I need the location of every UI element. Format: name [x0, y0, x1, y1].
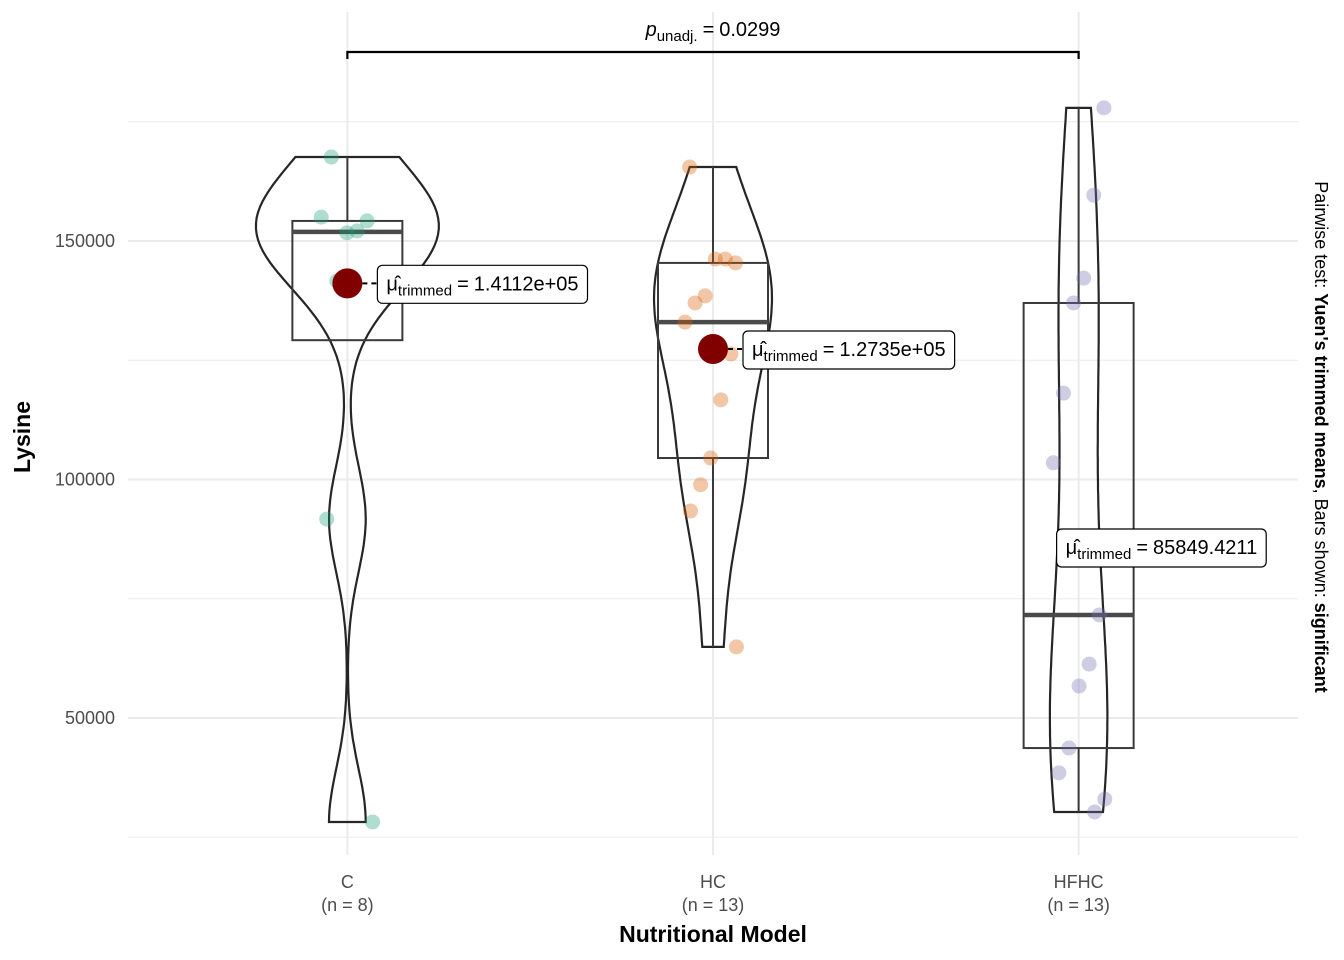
mean-subscript: trimmed — [1077, 546, 1131, 563]
p-equals: = — [703, 19, 715, 41]
mean-label: μ̂trimmed = 1.2735e+05 — [742, 330, 956, 370]
mean-subscript: trimmed — [764, 348, 818, 365]
y-tick-label: 150000 — [55, 231, 115, 251]
mean-label-box — [1056, 528, 1267, 568]
box — [1022, 301, 1135, 750]
y-tick-label: 50000 — [65, 708, 115, 728]
point — [323, 149, 339, 165]
mean-label-text: μ̂trimmed = 1.4112e+05 — [386, 273, 578, 299]
point — [349, 223, 365, 239]
mean-label-text: μ̂trimmed = 1.2735e+05 — [752, 339, 946, 365]
violin — [1048, 106, 1109, 814]
point — [1076, 270, 1092, 286]
point — [365, 814, 381, 830]
point — [1096, 100, 1112, 116]
point — [687, 295, 703, 311]
mean-point — [332, 268, 363, 299]
violin — [254, 155, 440, 824]
point — [693, 477, 709, 493]
point — [717, 251, 733, 267]
point — [728, 639, 744, 655]
mean-point — [698, 334, 728, 365]
point — [1066, 295, 1082, 311]
point — [1086, 187, 1102, 203]
mean-label-box — [742, 330, 956, 370]
p-value-label: punadj. = 0.0299 — [645, 19, 781, 45]
point — [727, 255, 743, 271]
point — [1087, 804, 1103, 820]
mean-label: μ̂trimmed = 1.4112e+05 — [376, 264, 589, 304]
subtitle-part: Pairwise test: — [1311, 181, 1331, 293]
marks — [254, 100, 1135, 830]
point — [1071, 678, 1087, 694]
mean-value: 85849.4211 — [1153, 537, 1257, 559]
point — [313, 209, 329, 225]
point — [1091, 607, 1107, 623]
point — [683, 503, 699, 519]
significance-bracket — [346, 50, 1080, 59]
point — [677, 314, 693, 330]
y-axis-title: Lysine — [9, 401, 35, 473]
point — [319, 511, 335, 527]
mean-equals: = — [457, 273, 469, 295]
p-symbol: p — [645, 19, 657, 41]
point — [1051, 765, 1067, 781]
x-tick-label: C — [341, 872, 354, 892]
mean-subscript: trimmed — [398, 282, 452, 299]
x-axis-title: Nutritional Model — [619, 921, 807, 947]
point — [359, 213, 375, 229]
point — [1055, 385, 1071, 401]
subtitle: Pairwise test: Yuen's trimmed means, Bar… — [1311, 181, 1331, 692]
mean-label-box — [376, 264, 589, 304]
point — [713, 392, 729, 408]
point — [339, 225, 355, 241]
mean-equals: = — [1136, 537, 1148, 559]
subtitle-part: Yuen's trimmed means — [1311, 293, 1331, 488]
x-tick-count: (n = 8) — [321, 895, 374, 915]
point — [697, 288, 713, 304]
subtitle-part: significant — [1311, 603, 1331, 693]
point — [1061, 740, 1077, 756]
p-value: 0.0299 — [719, 19, 780, 41]
violin — [652, 165, 774, 648]
point — [703, 450, 719, 466]
point — [682, 159, 698, 175]
point — [707, 251, 723, 267]
x-tick-count: (n = 13) — [1047, 895, 1110, 915]
point — [1081, 656, 1097, 672]
x-tick-label: HC — [700, 872, 726, 892]
y-tick-label: 100000 — [55, 469, 115, 489]
mean-value: 1.4112e+05 — [474, 273, 579, 295]
point — [1097, 791, 1113, 807]
labels: 50000 100000 150000 C (n = 8) HC (n = 13) HFHC (… — [55, 19, 1267, 915]
grid — [128, 12, 1298, 855]
mean-value: 1.2735e+05 — [839, 339, 945, 361]
mean-equals: = — [823, 339, 835, 361]
p-subscript: unadj. — [657, 28, 698, 45]
mean-label: μ̂trimmed = 85849.4211 — [1056, 528, 1267, 568]
x-tick-label: HFHC — [1054, 872, 1104, 892]
subtitle-part: , Bars shown: — [1311, 489, 1331, 603]
x-tick-count: (n = 13) — [682, 895, 745, 915]
point — [1045, 455, 1061, 471]
